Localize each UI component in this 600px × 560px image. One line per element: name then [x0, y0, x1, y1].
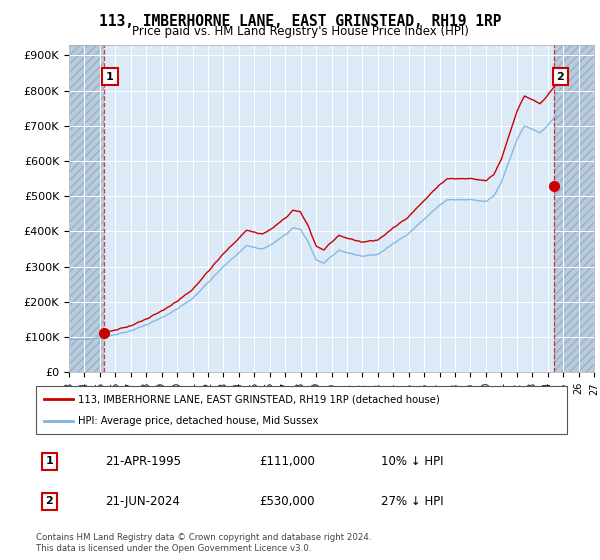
- FancyBboxPatch shape: [36, 386, 567, 434]
- Text: 27% ↓ HPI: 27% ↓ HPI: [381, 495, 444, 508]
- Text: Price paid vs. HM Land Registry's House Price Index (HPI): Price paid vs. HM Land Registry's House …: [131, 25, 469, 38]
- Text: £530,000: £530,000: [259, 495, 314, 508]
- Text: 10% ↓ HPI: 10% ↓ HPI: [381, 455, 443, 468]
- Text: 1: 1: [106, 72, 114, 82]
- Text: 21-APR-1995: 21-APR-1995: [105, 455, 181, 468]
- Text: 113, IMBERHORNE LANE, EAST GRINSTEAD, RH19 1RP (detached house): 113, IMBERHORNE LANE, EAST GRINSTEAD, RH…: [79, 394, 440, 404]
- Text: 2: 2: [556, 72, 564, 82]
- Text: £111,000: £111,000: [259, 455, 315, 468]
- Text: 21-JUN-2024: 21-JUN-2024: [105, 495, 180, 508]
- Text: Contains HM Land Registry data © Crown copyright and database right 2024.
This d: Contains HM Land Registry data © Crown c…: [36, 533, 371, 553]
- Bar: [69, 45, 104, 372]
- Text: HPI: Average price, detached house, Mid Sussex: HPI: Average price, detached house, Mid …: [79, 416, 319, 426]
- Bar: [554, 45, 594, 372]
- Text: 1: 1: [46, 456, 53, 466]
- Text: 2: 2: [46, 496, 53, 506]
- Text: 113, IMBERHORNE LANE, EAST GRINSTEAD, RH19 1RP: 113, IMBERHORNE LANE, EAST GRINSTEAD, RH…: [99, 14, 501, 29]
